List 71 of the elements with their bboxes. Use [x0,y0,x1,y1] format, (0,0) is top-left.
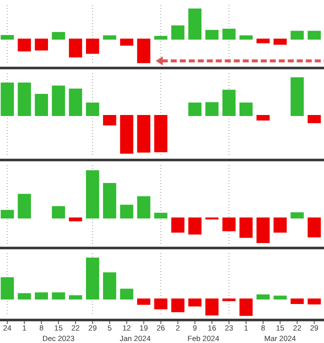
bar [188,8,202,40]
bar [18,82,31,116]
bar [171,25,184,40]
bar [68,295,82,300]
bar [308,298,321,304]
bar [34,292,48,300]
bar [274,217,287,233]
bar [0,35,14,40]
bar [188,217,202,235]
bar [52,32,66,40]
bar [52,292,66,300]
bar [239,102,253,116]
bar [256,115,270,121]
bar [222,217,236,232]
bar [34,38,48,50]
bar [120,288,134,300]
bar [205,30,219,40]
bar [52,206,66,218]
bar [188,102,202,116]
bar [137,196,150,218]
bar [137,298,150,305]
bar [34,94,48,116]
bar [290,298,304,304]
bar [68,217,82,222]
bar [308,115,321,124]
bar [103,182,116,218]
bar [103,115,116,126]
bar [52,86,66,116]
bar [222,90,236,116]
bar [154,212,168,218]
bar [290,30,304,40]
bar [0,82,14,116]
bar [86,38,100,54]
bar [137,115,150,153]
bar [290,212,304,218]
bar [239,217,253,238]
bar [0,277,14,300]
bar [68,88,82,116]
bar [308,30,321,40]
bar [222,28,236,40]
bar [103,272,116,300]
bar [154,298,168,310]
bar [308,217,321,238]
bar [239,298,253,316]
bar [256,294,270,300]
bar [18,194,31,218]
bar [171,298,184,312]
bar [18,293,31,300]
bar [274,296,287,300]
bar [0,210,14,218]
bar [86,170,100,218]
bar [86,102,100,116]
bar [120,115,134,154]
bar [188,298,202,306]
bar [205,102,219,116]
bar [154,36,168,40]
bar [137,38,150,64]
bar [103,35,116,40]
bar [86,258,100,300]
bar [239,35,253,40]
bar [154,115,168,152]
bar [290,77,304,116]
bar [120,204,134,218]
bar [256,38,270,44]
bar [205,298,219,316]
bar [18,38,31,52]
bar [274,38,287,45]
bar [120,38,134,46]
bar [256,217,270,244]
bar [171,217,184,233]
bar [68,38,82,58]
